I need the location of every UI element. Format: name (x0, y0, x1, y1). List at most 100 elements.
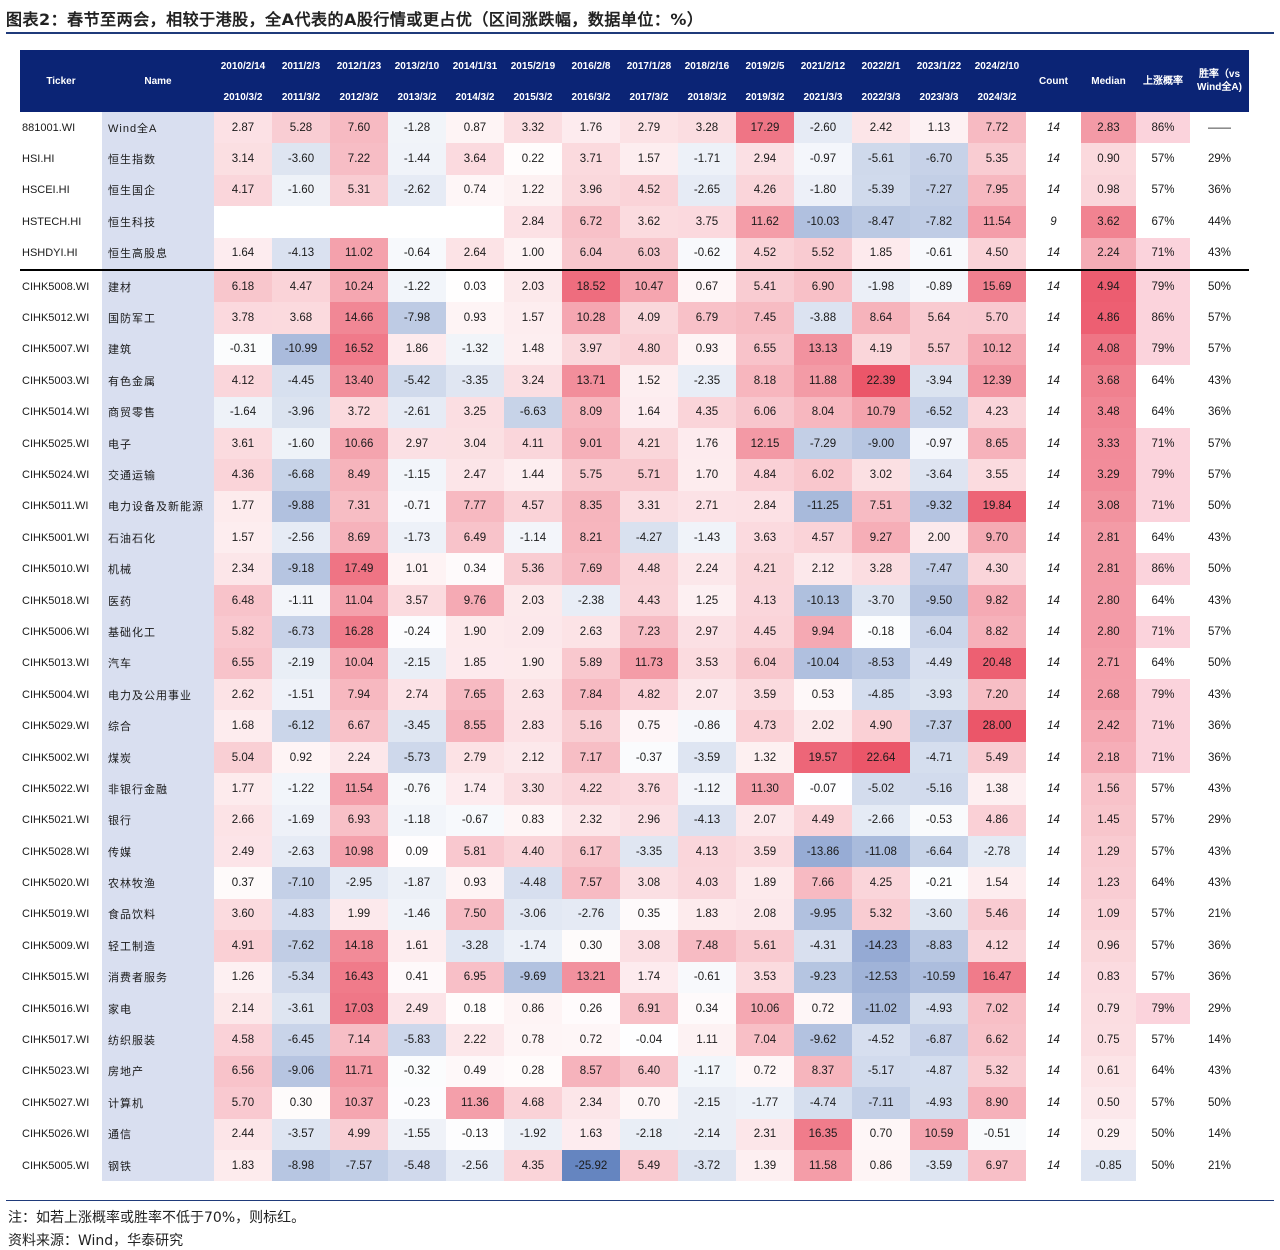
value-cell: 5.52 (794, 237, 852, 270)
win-rate-cell: 50% (1190, 647, 1249, 680)
value-cell: 20.48 (968, 647, 1026, 680)
value-cell: 10.04 (330, 647, 388, 680)
header-period-start: 2018/2/16 (678, 50, 736, 82)
value-cell: 1.76 (678, 427, 736, 460)
ticker-cell: CIHK5019.WI (20, 898, 102, 931)
value-cell: 4.68 (504, 1087, 562, 1119)
value-cell: 0.26 (562, 992, 620, 1025)
value-cell: 18.52 (562, 268, 620, 303)
value-cell: -1.14 (504, 522, 562, 554)
value-cell: 2.64 (446, 237, 504, 270)
up-prob-cell: 64% (1136, 365, 1190, 397)
value-cell: -2.14 (678, 1118, 736, 1150)
count-cell: 14 (1026, 867, 1081, 899)
ticker-cell: CIHK5025.WI (20, 427, 102, 460)
value-cell: -0.53 (910, 804, 968, 836)
value-cell: -1.55 (388, 1118, 446, 1150)
count-cell: 14 (1026, 961, 1081, 993)
median-cell: 0.79 (1081, 992, 1136, 1025)
up-prob-cell: 57% (1136, 143, 1190, 175)
value-cell: 3.71 (562, 143, 620, 175)
win-rate-cell: 50% (1190, 1087, 1249, 1119)
header-period-start: 2010/2/14 (214, 50, 272, 82)
count-cell: 14 (1026, 898, 1081, 931)
value-cell: 1.54 (968, 867, 1026, 899)
median-cell: 2.68 (1081, 679, 1136, 711)
value-cell: 3.97 (562, 333, 620, 366)
name-cell: 电力设备及新能源 (102, 490, 214, 523)
name-cell: 恒生科技 (102, 206, 214, 238)
value-cell: 4.86 (968, 804, 1026, 836)
value-cell: 2.71 (678, 490, 736, 523)
ticker-cell: CIHK5022.WI (20, 773, 102, 805)
value-cell: 2.00 (910, 522, 968, 554)
table-row: CIHK5018.WI 医药 6.48 -1.11 11.04 3.57 9.76 2.03-… (20, 584, 1249, 617)
name-cell: 纺织服装 (102, 1024, 214, 1056)
value-cell: 9.82 (968, 584, 1026, 617)
value-cell: 8.55 (446, 710, 504, 742)
value-cell: -9.32 (910, 490, 968, 523)
value-cell: -2.35 (678, 365, 736, 397)
value-cell: 2.84 (504, 206, 562, 238)
value-cell: 0.37 (214, 867, 272, 899)
value-cell: 10.06 (736, 992, 794, 1025)
win-rate-cell: 44% (1190, 206, 1249, 238)
value-cell: -2.56 (272, 522, 330, 554)
value-cell: 3.78 (214, 302, 272, 334)
value-cell: 3.96 (562, 174, 620, 207)
value-cell: 2.08 (736, 898, 794, 931)
up-prob-cell: 64% (1136, 396, 1190, 428)
median-cell: 2.24 (1081, 237, 1136, 270)
name-cell: 建材 (102, 268, 214, 303)
count-cell: 14 (1026, 112, 1081, 144)
win-rate-cell: 36% (1190, 741, 1249, 774)
name-cell: 银行 (102, 804, 214, 836)
up-prob-cell: 71% (1136, 237, 1190, 270)
value-cell: 13.13 (794, 333, 852, 366)
value-cell: -9.18 (272, 553, 330, 585)
count-cell: 14 (1026, 553, 1081, 585)
value-cell: -5.73 (388, 741, 446, 774)
value-cell: 5.64 (910, 302, 968, 334)
value-cell: -2.19 (272, 647, 330, 680)
value-cell: 6.91 (620, 992, 678, 1025)
value-cell: -1.28 (388, 112, 446, 144)
name-cell: 钢铁 (102, 1149, 214, 1182)
value-cell: 10.79 (852, 396, 910, 428)
value-cell: -10.04 (794, 647, 852, 680)
value-cell: -1.22 (388, 268, 446, 303)
value-cell: -4.74 (794, 1087, 852, 1119)
value-cell: -0.31 (214, 333, 272, 366)
win-rate-cell: —— (1190, 112, 1249, 144)
value-cell: 4.99 (330, 1118, 388, 1150)
win-rate-cell: 14% (1190, 1118, 1249, 1150)
value-cell: 2.03 (504, 268, 562, 303)
count-cell: 14 (1026, 992, 1081, 1025)
value-cell: 4.52 (620, 174, 678, 207)
value-cell: 1.48 (504, 333, 562, 366)
value-cell: -2.78 (968, 835, 1026, 868)
value-cell (446, 206, 504, 238)
ticker-cell: CIHK5026.WI (20, 1118, 102, 1150)
value-cell: -3.57 (272, 1118, 330, 1150)
count-cell: 14 (1026, 616, 1081, 648)
value-cell: 7.02 (968, 992, 1026, 1025)
name-cell: 非银行金融 (102, 773, 214, 805)
value-cell: 4.17 (214, 174, 272, 207)
median-cell: 2.42 (1081, 710, 1136, 742)
value-cell: 1.89 (736, 867, 794, 899)
win-rate-cell: 14% (1190, 1024, 1249, 1056)
value-cell: 1.74 (446, 773, 504, 805)
value-cell: 4.36 (214, 459, 272, 491)
value-cell: -0.67 (446, 804, 504, 836)
value-cell: 3.53 (736, 961, 794, 993)
value-cell: -0.13 (446, 1118, 504, 1150)
value-cell: 0.41 (388, 961, 446, 993)
value-cell: 19.84 (968, 490, 1026, 523)
value-cell: -5.17 (852, 1055, 910, 1088)
value-cell: 10.24 (330, 268, 388, 303)
median-cell: 4.94 (1081, 268, 1136, 303)
value-cell: 2.07 (678, 679, 736, 711)
value-cell: 0.67 (678, 268, 736, 303)
value-cell: 3.59 (736, 835, 794, 868)
